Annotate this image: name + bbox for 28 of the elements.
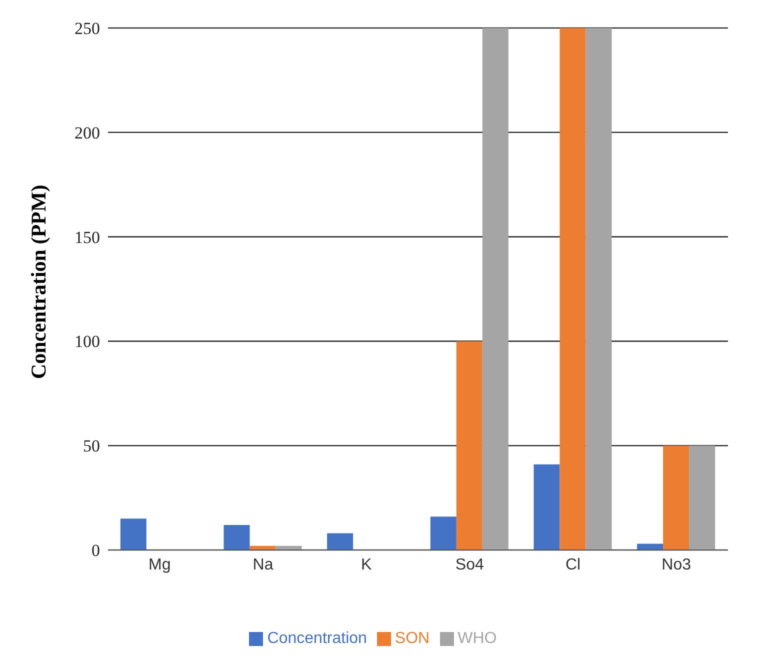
bar bbox=[586, 28, 612, 550]
bar bbox=[430, 516, 456, 550]
x-tick-label: Cl bbox=[565, 556, 581, 574]
y-axis-title: Concentration (PPM) bbox=[26, 184, 50, 379]
bar bbox=[482, 28, 508, 550]
y-tick-label: 0 bbox=[92, 541, 100, 560]
x-tick-label: Mg bbox=[148, 556, 171, 574]
x-tick-label: No3 bbox=[662, 556, 692, 574]
y-tick-label: 100 bbox=[74, 332, 100, 352]
bar bbox=[560, 28, 586, 550]
x-tick-label: Na bbox=[252, 556, 274, 574]
bar bbox=[663, 446, 690, 550]
y-tick-label: 50 bbox=[83, 436, 100, 456]
bar bbox=[224, 524, 250, 550]
legend-label: WHO bbox=[458, 630, 497, 647]
bar bbox=[534, 464, 560, 550]
bar bbox=[637, 544, 664, 550]
y-tick-label: 200 bbox=[74, 123, 100, 142]
bar bbox=[689, 446, 716, 550]
x-tick-label: K bbox=[360, 556, 372, 574]
y-tick-label: 150 bbox=[74, 228, 100, 247]
bar bbox=[456, 341, 482, 550]
x-tick-label: So4 bbox=[455, 556, 484, 574]
bar bbox=[327, 533, 354, 550]
bar bbox=[120, 518, 146, 550]
y-tick-label: 250 bbox=[74, 19, 100, 38]
legend-label: SON bbox=[394, 630, 430, 647]
legend-label: Concentration bbox=[267, 630, 367, 647]
